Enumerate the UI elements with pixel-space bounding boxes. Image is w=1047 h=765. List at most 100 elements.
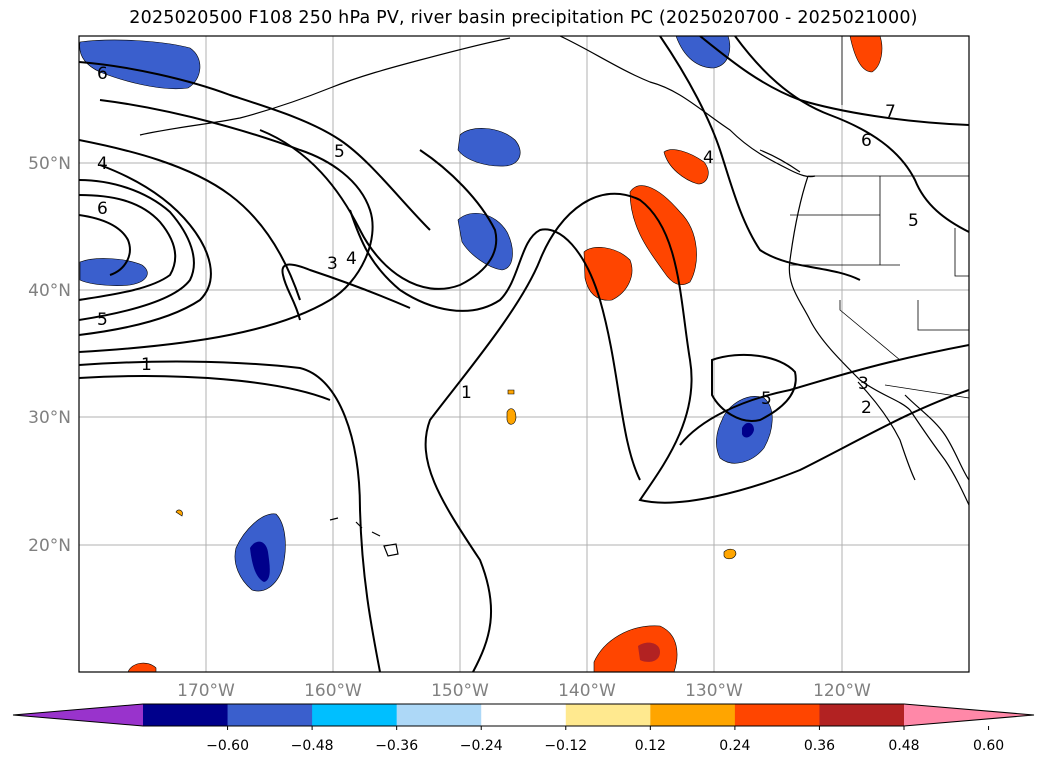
colorbar-tick-label: 0.12 bbox=[635, 738, 666, 754]
neg-anomaly-central bbox=[457, 213, 513, 271]
colorbar-segment bbox=[734, 704, 820, 726]
neg-anomaly-aleutian bbox=[457, 128, 521, 167]
colorbar-segment bbox=[143, 704, 229, 726]
colorbar-tick-label: −0.24 bbox=[460, 738, 503, 754]
pv-contour-4b bbox=[259, 129, 498, 290]
pos-anomaly-tropical-core bbox=[638, 642, 660, 662]
colorbar-segment bbox=[481, 704, 567, 726]
colorbar-tick-label: 0.60 bbox=[973, 738, 1004, 754]
colorbar: −0.60 −0.48 −0.36 −0.24 −0.12 0.12 0.24 0.36 0.4… bbox=[12, 703, 1035, 754]
coastlines bbox=[139, 36, 969, 557]
contour-label: 4 bbox=[703, 148, 714, 168]
pos-anomaly-tropical bbox=[593, 625, 678, 672]
pv-contours bbox=[79, 36, 969, 672]
pos-anomaly-small-2 bbox=[723, 548, 737, 560]
pos-anomaly-small-5 bbox=[507, 389, 515, 395]
contour-label: 3 bbox=[858, 374, 869, 394]
pv-contour-4 bbox=[79, 179, 195, 321]
colorbar-extend-max bbox=[904, 704, 1034, 726]
contour-label: 5 bbox=[761, 389, 772, 409]
pos-anomaly-north bbox=[849, 36, 883, 73]
lat-label: 50°N bbox=[28, 154, 71, 174]
colorbar-segment bbox=[312, 704, 398, 726]
lat-label: 30°N bbox=[28, 408, 71, 428]
colorbar-segment bbox=[565, 704, 651, 726]
hawaii-islands bbox=[329, 517, 399, 557]
colorbar-tick-label: −0.60 bbox=[206, 738, 249, 754]
colorbar-tick-label: 0.36 bbox=[804, 738, 835, 754]
contour-label: 5 bbox=[334, 142, 345, 162]
contour-label: 5 bbox=[97, 310, 108, 330]
pos-anomaly-small-1 bbox=[506, 408, 517, 425]
gridlines bbox=[79, 36, 969, 672]
negative-precip-anomalies bbox=[79, 36, 773, 592]
pv-contour-5c bbox=[734, 36, 969, 233]
contour-label: 6 bbox=[97, 64, 108, 84]
lon-label: 150°W bbox=[431, 681, 489, 701]
colorbar-outline bbox=[12, 703, 1035, 727]
neg-anomaly-west bbox=[79, 258, 148, 286]
contour-label: 5 bbox=[908, 211, 919, 231]
pv-contour-5b bbox=[79, 139, 301, 301]
pv-contour-5 bbox=[79, 194, 177, 301]
positive-precip-anomalies bbox=[127, 36, 883, 672]
lat-label: 40°N bbox=[28, 281, 71, 301]
pv-contour-7 bbox=[699, 36, 969, 126]
latitude-labels: 50°N 40°N 30°N 20°N bbox=[28, 154, 71, 556]
pv-contour-6 bbox=[79, 214, 131, 276]
contour-label: 4 bbox=[97, 154, 108, 174]
contour-label: 6 bbox=[861, 131, 872, 151]
lat-label: 20°N bbox=[28, 536, 71, 556]
alaska-aleutian-coast bbox=[139, 37, 511, 136]
colorbar-tick-label: 0.48 bbox=[888, 738, 919, 754]
colorbar-segment bbox=[650, 704, 736, 726]
lon-label: 120°W bbox=[813, 681, 871, 701]
pv-contour-3 bbox=[79, 164, 212, 336]
contour-label: 7 bbox=[885, 102, 896, 122]
pos-anomaly-small-3 bbox=[127, 662, 157, 672]
lon-label: 130°W bbox=[685, 681, 743, 701]
pv-contour-2b bbox=[349, 209, 641, 481]
lon-label: 160°W bbox=[304, 681, 362, 701]
pos-anomaly-gulf bbox=[663, 149, 709, 185]
pv-contour-1b bbox=[424, 192, 969, 672]
mainland-mexico-coast bbox=[904, 394, 969, 481]
west-coast-na bbox=[788, 175, 969, 506]
alaska-south-coast bbox=[559, 36, 816, 178]
colorbar-tick-label: −0.12 bbox=[544, 738, 587, 754]
pv-contour-6b bbox=[79, 61, 431, 231]
lon-label: 170°W bbox=[177, 681, 235, 701]
pos-anomaly-ne-pacific bbox=[629, 185, 697, 285]
contour-labels: 6 4 6 5 1 5 4 3 1 4 7 6 5 5 3 2 bbox=[97, 64, 919, 418]
pv-contour-4c bbox=[659, 36, 861, 281]
neg-anomaly-hawaii-west-core bbox=[250, 541, 270, 582]
pos-anomaly-small-4 bbox=[175, 509, 183, 517]
pv-contour-arc-west bbox=[79, 375, 331, 401]
contour-label: 4 bbox=[346, 249, 357, 269]
contour-label: 1 bbox=[141, 355, 152, 375]
colorbar-tick-label: −0.36 bbox=[375, 738, 418, 754]
pv-contour-1 bbox=[79, 360, 381, 672]
map-title: 2025020500 F108 250 hPa PV, river basin … bbox=[129, 8, 918, 28]
vancouver-island bbox=[759, 149, 801, 173]
map-area bbox=[79, 36, 969, 672]
colorbar-extend-min bbox=[13, 704, 143, 726]
lon-label: 140°W bbox=[558, 681, 616, 701]
pv-contour-3b bbox=[281, 263, 411, 321]
colorbar-segment bbox=[819, 704, 905, 726]
contour-label: 2 bbox=[861, 398, 872, 418]
baja-california bbox=[857, 381, 916, 481]
state-borders bbox=[790, 176, 969, 399]
pv-contour-2 bbox=[79, 99, 374, 353]
contour-label: 6 bbox=[97, 199, 108, 219]
pv-contour-3c bbox=[711, 353, 797, 422]
neg-anomaly-offshore-ca-core bbox=[742, 422, 754, 438]
contour-label: 1 bbox=[461, 383, 472, 403]
neg-anomaly-bc bbox=[675, 36, 731, 69]
political-borders bbox=[790, 36, 969, 399]
colorbar-segment bbox=[227, 704, 313, 726]
longitude-labels: 170°W 160°W 150°W 140°W 130°W 120°W bbox=[177, 681, 871, 701]
contour-label: 3 bbox=[327, 254, 338, 274]
colorbar-tick-label: 0.24 bbox=[719, 738, 750, 754]
